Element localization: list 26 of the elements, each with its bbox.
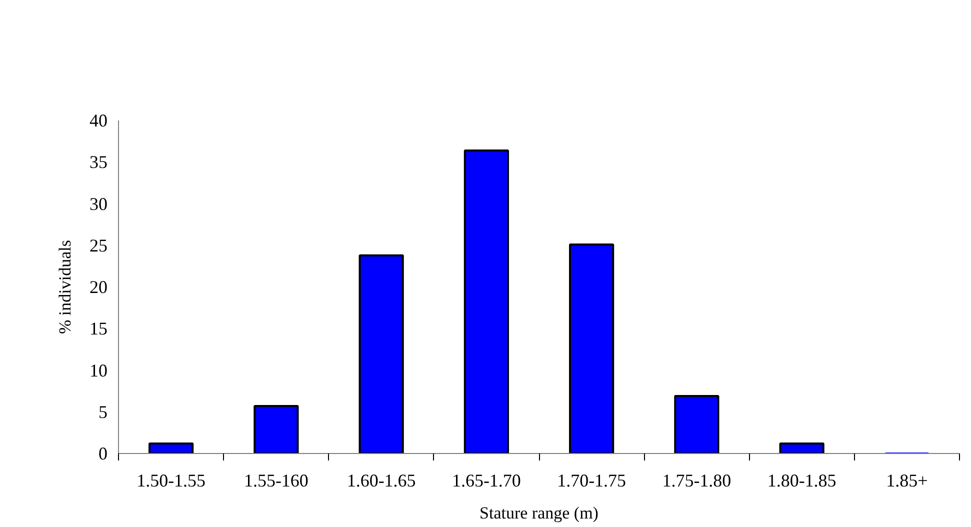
bar [254,405,299,454]
y-tick-label: 35 [90,152,108,172]
y-tick-label: 25 [90,235,108,256]
bar [358,254,404,454]
y-tick-label: 5 [98,402,108,422]
x-tick-label: 1.50-1.55 [136,470,206,490]
y-tick-label: 20 [90,277,108,297]
x-tick-label: 1.55-160 [244,470,308,490]
bar [464,149,509,454]
y-tick-label: 0 [98,444,108,464]
x-tick-label: 1.60-1.65 [346,470,416,490]
y-tick-label: 15 [90,318,108,339]
x-tick-label: 1.70-1.75 [557,470,626,490]
x-tick-label: 1.65-1.70 [452,470,521,490]
x-tick-label: 1.75-1.80 [662,470,732,490]
bar [779,442,824,454]
x-tick-label: 1.85+ [886,470,928,490]
bar [674,395,720,454]
bar [569,244,614,454]
bar [148,442,194,454]
y-tick-label: 40 [90,110,108,130]
x-axis-title: Stature range (m) [480,504,598,522]
y-axis-title: % individuals [56,240,74,334]
x-tick-label: 1.80-1.85 [767,470,836,490]
y-tick-label: 30 [90,194,108,214]
y-tick-label: 10 [90,360,108,380]
